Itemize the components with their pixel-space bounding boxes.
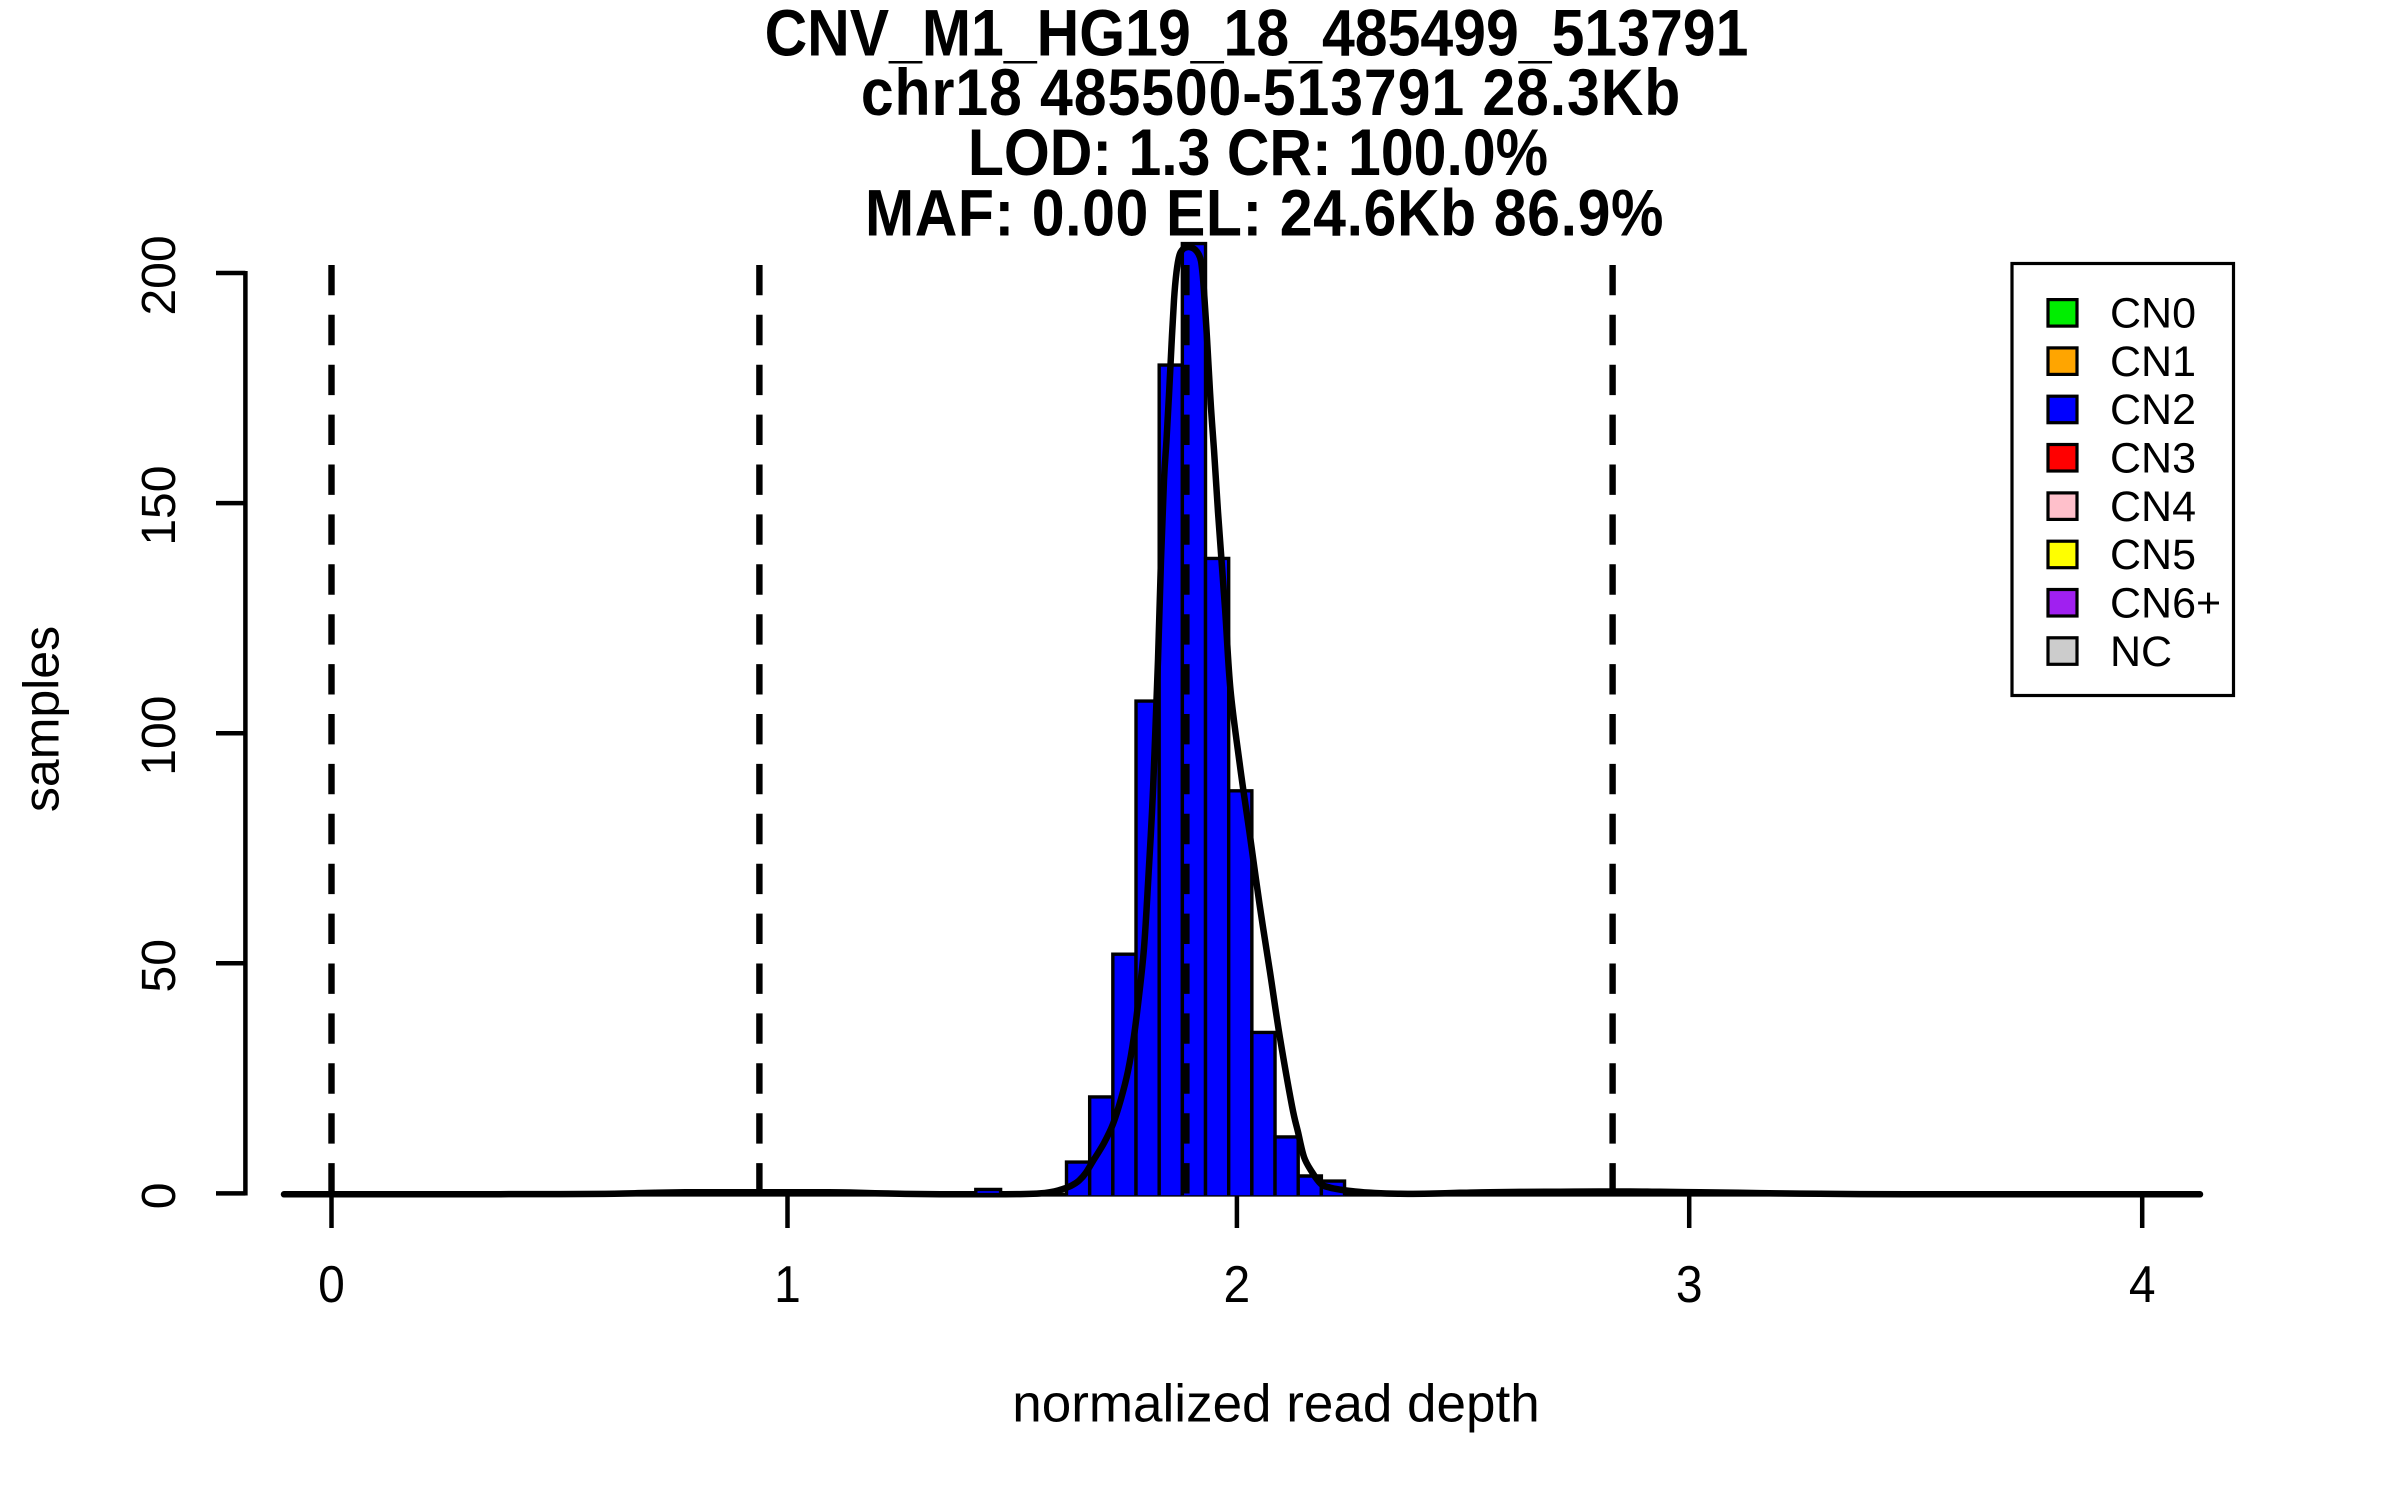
svg-text:normalized read depth: normalized read depth (1012, 1375, 1539, 1434)
svg-text:MAF: 0.00 EL: 24.6Kb 86.9%: MAF: 0.00 EL: 24.6Kb 86.9% (865, 177, 1664, 251)
svg-text:CN5: CN5 (2110, 531, 2196, 579)
svg-text:0: 0 (318, 1255, 345, 1313)
svg-text:LOD: 1.3 CR: 100.0%: LOD: 1.3 CR: 100.0% (968, 116, 1548, 190)
svg-text:CNV_M1_HG19_18_485499_513791: CNV_M1_HG19_18_485499_513791 (765, 0, 1749, 70)
svg-text:CN2: CN2 (2110, 386, 2196, 434)
svg-text:1: 1 (774, 1255, 801, 1313)
svg-text:chr18 485500-513791 28.3Kb: chr18 485500-513791 28.3Kb (861, 56, 1681, 130)
svg-text:50: 50 (133, 939, 186, 992)
svg-text:0: 0 (133, 1183, 186, 1210)
svg-text:CN1: CN1 (2110, 338, 2196, 386)
svg-text:2: 2 (1224, 1255, 1251, 1313)
svg-text:CN6+: CN6+ (2110, 580, 2221, 628)
svg-text:CN0: CN0 (2110, 290, 2196, 338)
svg-text:NC: NC (2110, 628, 2172, 676)
svg-text:200: 200 (133, 235, 186, 315)
svg-text:100: 100 (133, 696, 186, 776)
svg-text:150: 150 (133, 466, 186, 546)
svg-text:CN4: CN4 (2110, 483, 2196, 531)
svg-text:CN3: CN3 (2110, 435, 2196, 483)
svg-text:4: 4 (2129, 1255, 2156, 1313)
svg-text:samples: samples (13, 626, 69, 812)
svg-text:3: 3 (1676, 1255, 1703, 1313)
